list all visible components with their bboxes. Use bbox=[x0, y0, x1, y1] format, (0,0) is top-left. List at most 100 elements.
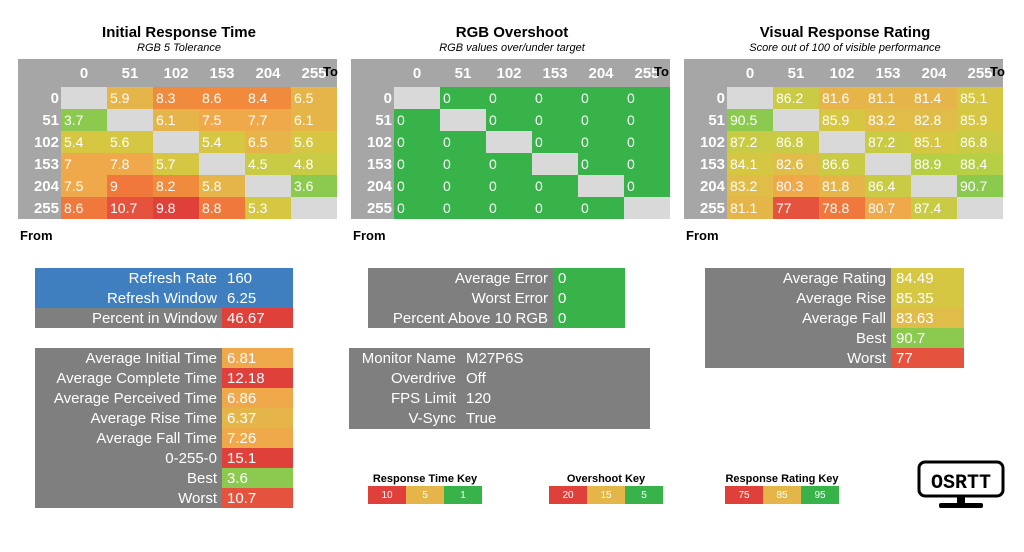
heatmap-cell: 6.1 bbox=[153, 109, 199, 131]
heatmap-cell: 86.2 bbox=[773, 87, 819, 109]
key-cell: 95 bbox=[801, 486, 839, 504]
heatmap-cell: 8.8 bbox=[199, 197, 245, 219]
heatmap-cell-empty bbox=[911, 175, 957, 197]
heatmap-cell: 77 bbox=[773, 197, 819, 219]
osrtt-logo: OSRTT bbox=[917, 460, 1005, 510]
heatmap-cell: 83.2 bbox=[727, 175, 773, 197]
heatmap-cell: 0 bbox=[532, 197, 578, 219]
stat-value: 6.25 bbox=[222, 288, 293, 308]
heatmap-cell: 5.3 bbox=[245, 197, 291, 219]
heatmap-grid: 0 51 102 153 204 255 0 0 0 0 0 0 51 0 0 0 0 0 102 0 0 0 0 0 153 0… bbox=[351, 59, 670, 219]
row-header: 153 bbox=[366, 155, 392, 173]
heatmap-cell: 8.2 bbox=[153, 175, 199, 197]
panel-title: Visual Response Rating bbox=[759, 24, 931, 41]
key-cell: 85 bbox=[763, 486, 801, 504]
heatmap-cell: 80.3 bbox=[773, 175, 819, 197]
heatmap-cell-empty bbox=[532, 153, 578, 175]
column-header: 255 bbox=[967, 64, 993, 82]
stat-value: 0 bbox=[553, 268, 625, 288]
heatmap-cell: 0 bbox=[624, 153, 670, 175]
stat-value: 7.26 bbox=[222, 428, 293, 448]
heatmap-cell: 80.7 bbox=[865, 197, 911, 219]
stat-value: 12.18 bbox=[222, 368, 293, 388]
stat-label: 0-255-0 bbox=[35, 448, 222, 468]
column-header: 51 bbox=[121, 64, 139, 82]
monitor-info: Monitor Name M27P6S Overdrive Off FPS Limit 1… bbox=[349, 348, 650, 429]
heatmap-cell: 0 bbox=[532, 131, 578, 153]
row-header: 204 bbox=[33, 177, 59, 195]
panel-subtitle: RGB 5 Tolerance bbox=[137, 42, 221, 54]
stat-label: Average Error bbox=[368, 268, 553, 288]
column-header: 204 bbox=[588, 64, 614, 82]
stat-label: Average Fall bbox=[705, 308, 891, 328]
stat-value: 83.63 bbox=[891, 308, 964, 328]
heatmap-cell-empty bbox=[440, 109, 486, 131]
row-header: 255 bbox=[33, 199, 59, 217]
stat-label: Average Complete Time bbox=[35, 368, 222, 388]
heatmap-cell: 10.7 bbox=[107, 197, 153, 219]
heatmap-cell: 85.1 bbox=[911, 131, 957, 153]
stat-label: Average Rise Time bbox=[35, 408, 222, 428]
column-header: 204 bbox=[255, 64, 281, 82]
heatmap-panel-visual-rating: Visual Response Rating Score out of 100 … bbox=[666, 0, 1006, 552]
heatmap-panel-initial-response: Initial Response Time RGB 5 Tolerance 0 5… bbox=[0, 0, 340, 552]
heatmap-cell: 90.5 bbox=[727, 109, 773, 131]
row-header: 0 bbox=[383, 89, 392, 107]
heatmap-cell: 8.4 bbox=[245, 87, 291, 109]
stat-value: 120 bbox=[466, 389, 492, 407]
time-stats: Average Initial Time 6.81 Average Complete… bbox=[35, 348, 293, 508]
panel-title: Initial Response Time bbox=[102, 24, 256, 41]
heatmap-cell: 0 bbox=[578, 87, 624, 109]
column-header: 0 bbox=[79, 64, 89, 82]
key-title: Response Rating Key bbox=[725, 473, 839, 485]
heatmap-cell: 0 bbox=[532, 175, 578, 197]
heatmap-cell-empty bbox=[291, 197, 337, 219]
refresh-stats: Refresh Rate 160 Refresh Window 6.25 Percent… bbox=[35, 268, 293, 328]
response-time-key: Response Time Key 10 5 1 bbox=[368, 472, 482, 504]
stat-value: Off bbox=[466, 369, 486, 387]
heatmap-cell: 0 bbox=[440, 175, 486, 197]
heatmap-cell: 0 bbox=[624, 87, 670, 109]
heatmap-cell-empty bbox=[819, 131, 865, 153]
heatmap-cell: 0 bbox=[440, 87, 486, 109]
heatmap-cell: 5.4 bbox=[61, 131, 107, 153]
key-cell: 15 bbox=[587, 486, 625, 504]
heatmap-cell: 85.9 bbox=[957, 109, 1003, 131]
to-label: To bbox=[323, 64, 338, 79]
to-label: To bbox=[654, 64, 669, 79]
stat-label: Monitor Name bbox=[361, 349, 456, 367]
response-rating-key: Response Rating Key 75 85 95 bbox=[725, 472, 839, 504]
heatmap-cell: 86.8 bbox=[773, 131, 819, 153]
key-cell: 1 bbox=[444, 486, 482, 504]
heatmap-cell: 81.6 bbox=[819, 87, 865, 109]
heatmap-cell: 85.1 bbox=[957, 87, 1003, 109]
heatmap-cell: 9.8 bbox=[153, 197, 199, 219]
heatmap-cell-empty bbox=[245, 175, 291, 197]
column-header: 102 bbox=[829, 64, 855, 82]
heatmap-cell: 6.1 bbox=[291, 109, 337, 131]
heatmap-panel-rgb-overshoot: RGB Overshoot RGB values over/under targ… bbox=[333, 0, 673, 552]
key-cell: 10 bbox=[368, 486, 406, 504]
heatmap-cell: 0 bbox=[578, 109, 624, 131]
key-cell: 75 bbox=[725, 486, 763, 504]
stat-label: FPS Limit bbox=[390, 389, 456, 407]
error-stats: Average Error 0 Worst Error 0 Percent Above … bbox=[368, 268, 625, 328]
heatmap-cell: 82.8 bbox=[911, 109, 957, 131]
heatmap-cell: 87.4 bbox=[911, 197, 957, 219]
heatmap-cell: 8.6 bbox=[199, 87, 245, 109]
heatmap-cell: 0 bbox=[532, 87, 578, 109]
stat-label: Average Fall Time bbox=[35, 428, 222, 448]
stat-label: Average Perceived Time bbox=[35, 388, 222, 408]
heatmap-cell: 86.8 bbox=[957, 131, 1003, 153]
heatmap-cell-empty bbox=[61, 87, 107, 109]
heatmap-cell: 0 bbox=[578, 131, 624, 153]
stat-value: 3.6 bbox=[222, 468, 293, 488]
heatmap-cell: 81.4 bbox=[911, 87, 957, 109]
heatmap-cell: 0 bbox=[624, 131, 670, 153]
heatmap-cell: 5.6 bbox=[107, 131, 153, 153]
row-header: 51 bbox=[375, 111, 392, 129]
heatmap-cell-empty bbox=[107, 109, 153, 131]
heatmap-cell-empty bbox=[727, 87, 773, 109]
column-header: 102 bbox=[496, 64, 522, 82]
stat-value: 10.7 bbox=[222, 488, 293, 508]
